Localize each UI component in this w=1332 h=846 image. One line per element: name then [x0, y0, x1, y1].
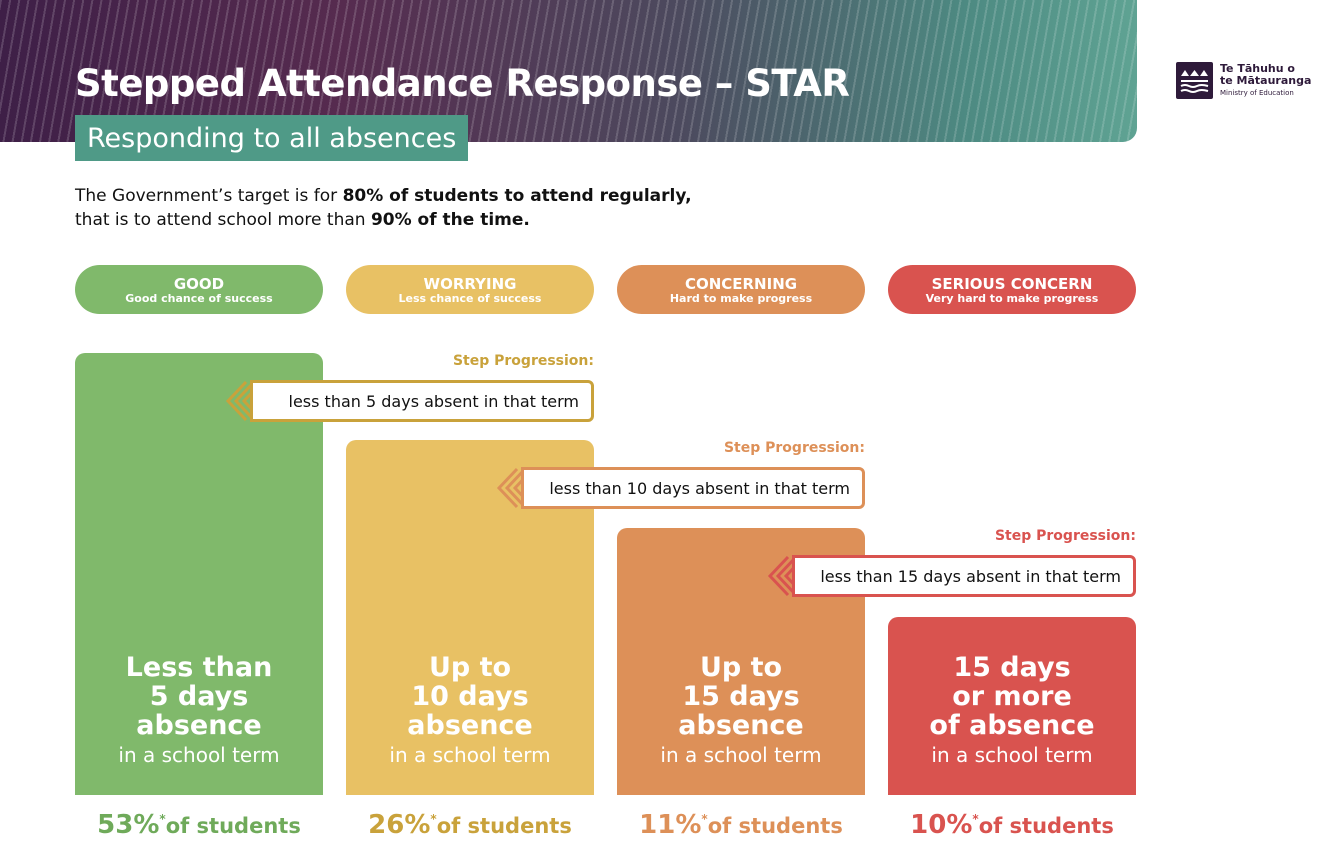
step-progression-label: Step Progression: — [723, 440, 865, 456]
percent-value: 26% — [368, 810, 431, 840]
category-pill-good: GOOD Good chance of success — [75, 265, 323, 314]
category-name: CONCERNING — [684, 275, 798, 293]
bar-sublabel: in a school term — [118, 743, 280, 767]
bar-label: of absence — [929, 710, 1095, 741]
intro-line1-bold: 80% of students to attend regularly, — [342, 186, 692, 206]
percent-footnote-marker: * — [159, 812, 166, 826]
bar-label: 10 days — [411, 681, 529, 712]
percent-suffix: of students — [978, 814, 1114, 838]
page-title: Stepped Attendance Response – STAR — [75, 62, 850, 105]
percent-value: 53% — [97, 810, 160, 840]
category-pill-worrying: WORRYING Less chance of success — [346, 265, 594, 314]
step-progression-text: less than 15 days absent in that term — [820, 566, 1121, 586]
logo-line-1: Te Tāhuhu o — [1220, 62, 1295, 75]
bar-sublabel: in a school term — [931, 743, 1093, 767]
category-pill-serious-concern: SERIOUS CONCERN Very hard to make progre… — [888, 265, 1136, 314]
intro-line1-text: The Government’s target is for — [75, 186, 343, 206]
logo-text: Te Tāhuhu o te Mātauranga — [1220, 63, 1311, 87]
percent-footnote-marker: * — [701, 812, 708, 826]
intro-line2-text: that is to attend school more than — [75, 210, 371, 230]
percent-value: 11% — [639, 810, 702, 840]
category-pill-concerning: CONCERNING Hard to make progress — [617, 265, 865, 314]
logo-line-2: te Mātauranga — [1220, 74, 1312, 87]
bar-label: absence — [407, 710, 533, 741]
bar-label: or more — [952, 681, 1072, 712]
intro-line2-bold: 90% of the time. — [370, 210, 530, 230]
percent-suffix: of students — [436, 814, 572, 838]
step-progression-text: less than 5 days absent in that term — [288, 391, 580, 411]
percent-suffix: of students — [707, 814, 843, 838]
bar-label: 5 days — [149, 681, 249, 712]
percent-label-concerning: 11%*of students — [617, 810, 865, 840]
step-progression-box: less than 10 days absent in that term — [521, 467, 865, 509]
bar-sublabel: in a school term — [660, 743, 822, 767]
percent-label-worrying: 26%*of students — [346, 810, 594, 840]
logo-line-3: Ministry of Education — [1220, 89, 1294, 97]
bar-serious-concern: 15 days or more of absence in a school t… — [888, 617, 1136, 795]
ministry-logo-icon — [1176, 62, 1213, 99]
bar-label: absence — [136, 710, 262, 741]
page-subtitle-text: Responding to all absences — [87, 122, 457, 154]
step-progression-box: less than 15 days absent in that term — [792, 555, 1136, 597]
step-progression-label: Step Progression: — [994, 528, 1136, 544]
category-desc: Hard to make progress — [669, 292, 813, 305]
category-desc: Less chance of success — [398, 292, 542, 305]
step-progression-box: less than 5 days absent in that term — [250, 380, 594, 422]
percent-footnote-marker: * — [972, 812, 979, 826]
category-name: GOOD — [173, 275, 225, 293]
percent-label-serious-concern: 10%*of students — [888, 810, 1136, 840]
category-desc: Good chance of success — [125, 292, 273, 305]
bar-label: Up to — [699, 652, 783, 683]
step-progression-label: Step Progression: — [452, 353, 594, 369]
page-subtitle: Responding to all absences — [75, 115, 469, 161]
percent-footnote-marker: * — [430, 812, 437, 826]
category-desc: Very hard to make progress — [925, 292, 1099, 305]
bar-sublabel: in a school term — [389, 743, 551, 767]
step-progression-text: less than 10 days absent in that term — [549, 478, 850, 498]
bar-good: Less than 5 days absence in a school ter… — [75, 353, 323, 795]
percent-value: 10% — [910, 810, 973, 840]
intro-text: The Government’s target is for 80% of st… — [75, 184, 692, 232]
bar-label: 15 days — [953, 652, 1071, 683]
bar-label: absence — [678, 710, 804, 741]
bar-label: Up to — [428, 652, 512, 683]
percent-label-good: 53%*of students — [75, 810, 323, 840]
category-name: WORRYING — [423, 275, 517, 293]
category-name: SERIOUS CONCERN — [931, 275, 1093, 293]
percent-suffix: of students — [165, 814, 301, 838]
bar-label: 15 days — [682, 681, 800, 712]
bar-label: Less than — [125, 652, 273, 683]
